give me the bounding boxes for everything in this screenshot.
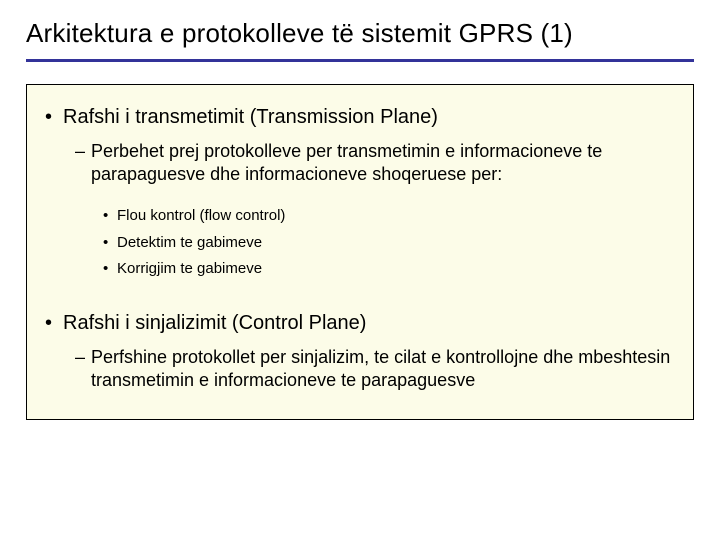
dash-icon: –	[75, 346, 91, 369]
list-item: • Rafshi i transmetimit (Transmission Pl…	[45, 105, 675, 130]
item-text: Korrigjim te gabimeve	[117, 260, 262, 279]
item-text: Detektim te gabimeve	[117, 234, 262, 253]
item-text: Rafshi i transmetimit (Transmission Plan…	[63, 105, 438, 130]
slide: Arkitektura e protokolleve të sistemit G…	[0, 0, 720, 540]
title-underline	[26, 59, 694, 62]
dash-icon: –	[75, 140, 91, 163]
spacer	[45, 195, 675, 199]
list-item: • Korrigjim te gabimeve	[103, 260, 675, 279]
list-item: – Perbehet prej protokolleve per transme…	[75, 140, 675, 187]
bullet-icon: •	[45, 105, 63, 129]
list-item: – Perfshine protokollet per sinjalizim, …	[75, 346, 675, 393]
bullet-icon: •	[103, 207, 117, 226]
item-text: Rafshi i sinjalizimit (Control Plane)	[63, 311, 366, 336]
slide-title: Arkitektura e protokolleve të sistemit G…	[26, 18, 694, 59]
item-text: Perbehet prej protokolleve per transmeti…	[91, 140, 675, 187]
list-item: • Detektim te gabimeve	[103, 234, 675, 253]
item-text: Perfshine protokollet per sinjalizim, te…	[91, 346, 675, 393]
item-text: Flou kontrol (flow control)	[117, 207, 285, 226]
spacer	[45, 287, 675, 305]
bullet-icon: •	[103, 234, 117, 253]
list-item: • Rafshi i sinjalizimit (Control Plane)	[45, 311, 675, 336]
content-box: • Rafshi i transmetimit (Transmission Pl…	[26, 84, 694, 420]
bullet-icon: •	[45, 311, 63, 335]
list-item: • Flou kontrol (flow control)	[103, 207, 675, 226]
bullet-icon: •	[103, 260, 117, 279]
